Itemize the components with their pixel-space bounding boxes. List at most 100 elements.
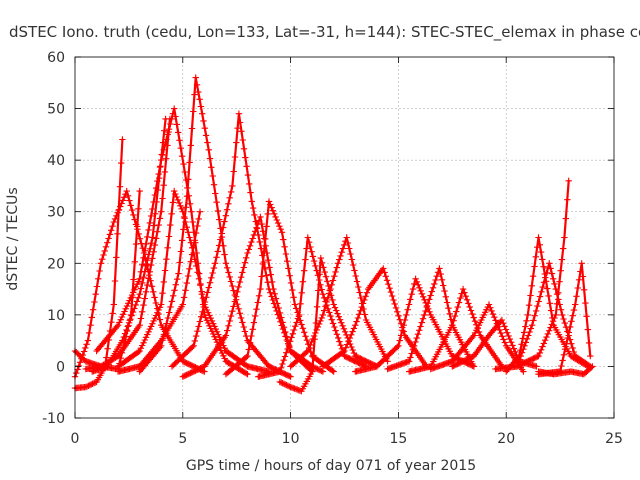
data-point [282,381,289,388]
data-point [92,291,99,298]
data-point [161,168,169,176]
data-point [141,247,148,254]
y-tick-label: 10 [47,308,65,324]
data-point [256,238,263,246]
data-point [501,323,508,330]
data-point [240,323,247,331]
data-point [118,159,125,167]
data-point [299,325,307,332]
data-point [130,276,137,283]
data-point [334,310,341,317]
data-point [139,308,146,315]
data-point [265,198,273,205]
data-point [117,316,124,323]
data-point [239,319,246,326]
data-point [469,333,476,341]
data-point [542,337,549,344]
data-point [310,257,318,265]
data-point [340,348,347,356]
data-point [154,309,161,316]
data-point [188,251,196,258]
data-point [211,323,218,330]
data-point [154,228,161,235]
data-point [102,243,110,250]
data-point [276,378,283,386]
x-tick-label: 5 [178,431,187,447]
data-series [114,187,273,375]
data-point [467,307,475,314]
data-point [546,327,553,334]
data-point [386,285,393,292]
data-point [538,288,545,295]
data-point [263,272,270,279]
data-point [126,197,133,204]
data-point [88,314,95,321]
data-point [235,305,242,312]
data-point [119,337,126,344]
data-point [534,353,541,360]
data-point [119,197,127,204]
data-point [174,196,182,204]
data-point [164,131,171,138]
data-point [83,383,91,390]
data-point [544,330,551,338]
data-point [284,258,291,265]
data-point [395,342,402,349]
data-point [427,292,434,299]
data-point [304,347,311,355]
data-point [289,330,296,337]
data-point [567,323,574,331]
data-point [331,273,338,280]
data-point [341,241,348,249]
data-point [182,204,190,211]
data-point [487,304,494,311]
data-point [272,213,279,221]
data-point [178,153,186,160]
data-point [202,314,209,321]
data-point [245,246,252,253]
data-point [329,277,337,284]
data-point [244,371,251,378]
data-point [310,352,317,359]
data-point [433,273,440,280]
data-point [211,260,219,267]
data-point [149,234,156,241]
data-point [231,153,239,161]
plot-frame [74,56,615,419]
data-point [525,332,532,339]
data-point [569,344,576,352]
data-point [128,206,136,214]
data-point [172,281,179,288]
data-point [383,277,391,284]
data-point [242,154,249,161]
data-point [358,303,365,311]
data-point [307,341,314,349]
data-point [231,298,238,305]
data-point [454,303,461,311]
data-point [508,339,515,346]
data-point [387,288,395,296]
x-axis-label: GPS time / hours of day 071 of year 2015 [186,458,476,474]
chart-title: dSTEC Iono. truth (cedu, Lon=133, Lat=-3… [9,23,640,42]
data-point [147,323,155,330]
data-point [146,325,153,333]
data-point [137,285,145,292]
data-point [206,279,214,286]
data-point [334,260,342,267]
data-point [175,199,183,207]
data-point [167,120,174,128]
data-point [352,322,359,329]
data-point [166,309,173,316]
data-point [546,300,554,307]
data-point [564,196,571,203]
data-point [537,248,545,256]
data-point [309,253,317,260]
data-point [191,91,198,98]
data-point [257,213,264,221]
data-point [195,275,203,282]
data-point [349,346,356,354]
data-point [149,255,156,262]
data-point [127,316,134,323]
data-point [536,293,544,300]
data-point [491,314,498,321]
